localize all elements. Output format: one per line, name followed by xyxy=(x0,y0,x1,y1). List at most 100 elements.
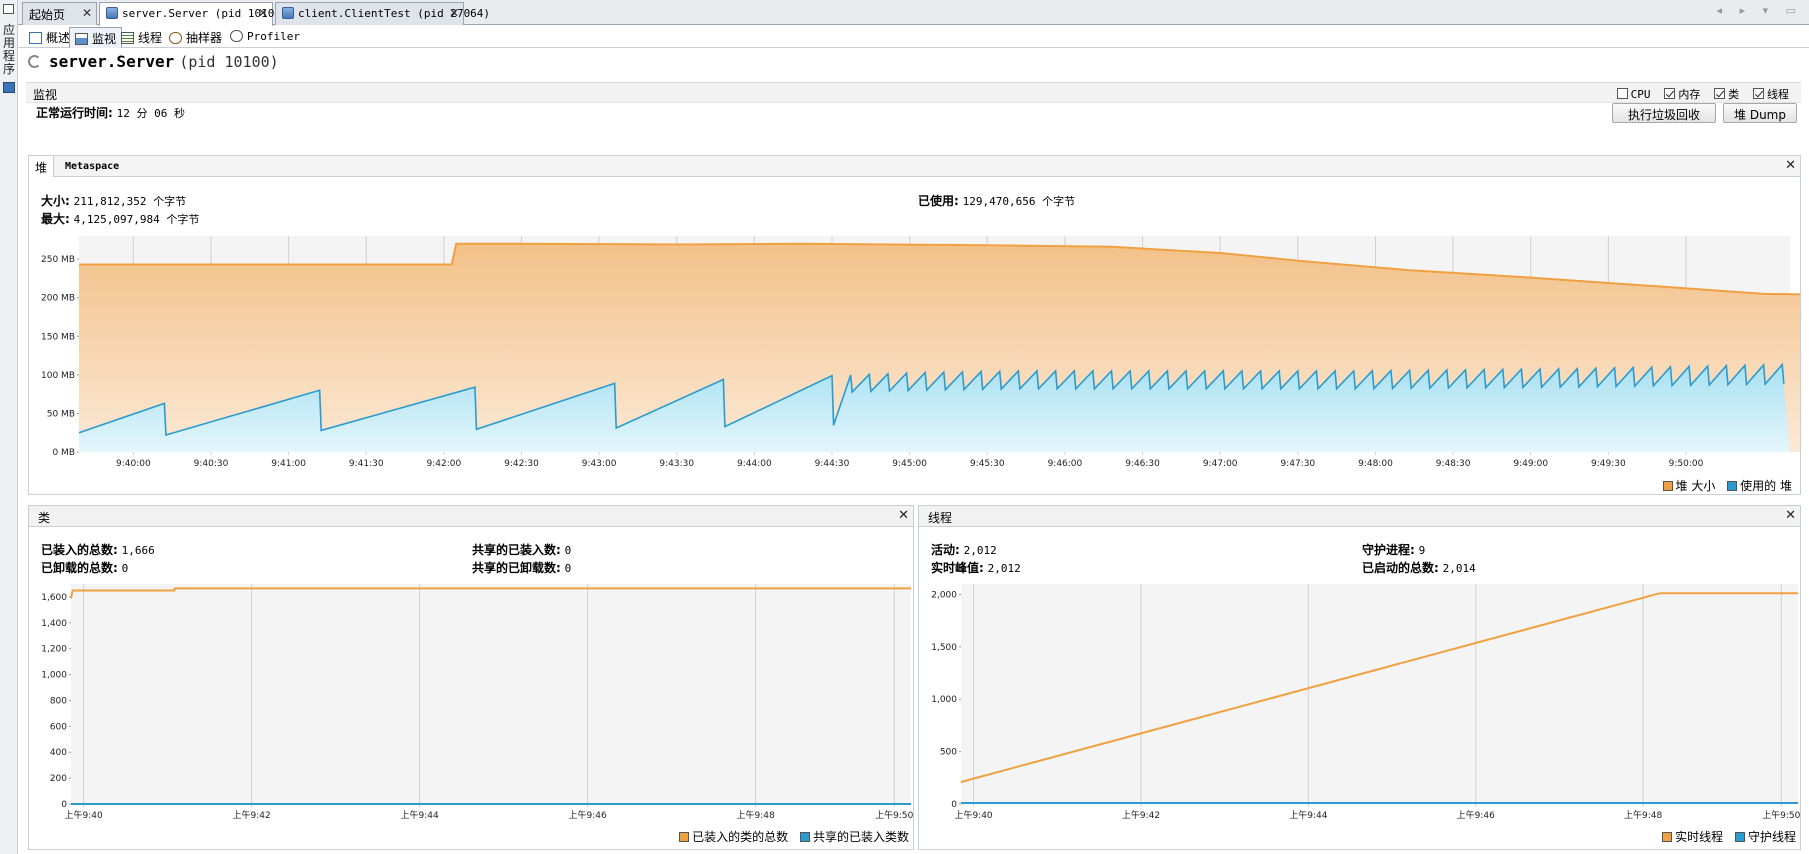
sampler-icon xyxy=(169,32,182,44)
tab-label: 抽样器 xyxy=(186,31,223,45)
y-tick-label: 1,000 xyxy=(41,671,67,681)
legend-label: 守护线程 xyxy=(1747,830,1796,844)
heap-used-line xyxy=(78,362,1785,437)
stat-label: 实时峰值: xyxy=(931,561,984,575)
threads-peak: 实时峰值: 2,012 xyxy=(931,559,1021,576)
applications-icon[interactable] xyxy=(3,82,15,93)
close-icon[interactable]: ✕ xyxy=(81,6,92,20)
checkbox-label: 内存 xyxy=(1678,88,1701,101)
tab-client[interactable]: client.ClientTest (pid 27064) ✕ xyxy=(275,2,490,25)
y-tick-label: 1,600 xyxy=(41,593,67,603)
close-icon[interactable]: ✕ xyxy=(1785,508,1796,523)
x-tick-label: 9:50:00 xyxy=(1669,459,1704,469)
stat-value: 2,012 xyxy=(963,544,997,557)
app-pid: (pid 10100) xyxy=(179,53,279,71)
x-tick-label: 9:44:00 xyxy=(737,459,772,469)
sidebar-applications-label[interactable]: 应用程序 xyxy=(2,23,15,76)
java-app-icon xyxy=(106,7,118,19)
y-tick-label: 200 xyxy=(50,774,67,784)
close-icon[interactable]: ✕ xyxy=(1785,158,1796,173)
stat-label: 最大: xyxy=(41,212,70,226)
x-tick-label: 9:42:00 xyxy=(427,459,462,469)
threads-started: 已启动的总数: 2,014 xyxy=(1362,559,1476,576)
uptime: 正常运行时间: 12 分 06 秒 xyxy=(36,104,185,121)
stat-label: 已启动的总数: xyxy=(1362,561,1439,575)
left-sidebar: 应用程序 xyxy=(0,0,18,854)
restore-window-icon[interactable] xyxy=(3,4,14,14)
stat-value: 2,012 xyxy=(987,562,1021,575)
tab-overview[interactable]: 概述 xyxy=(24,27,75,48)
y-tick-label: 600 xyxy=(50,722,67,732)
heap-chart: 9:40:00 9:40:30 9:41:00 9:41:30 9:42:00 9:42:… xyxy=(41,236,1800,469)
tab-metaspace[interactable]: Metaspace xyxy=(65,161,120,172)
heap-panel: 堆 Metaspace ✕ 大小: 211,812,352 个字节 最大: 4,… xyxy=(28,155,1801,495)
stat-label: 活动: xyxy=(931,543,960,557)
threads-icon xyxy=(121,32,134,44)
tab-monitor[interactable]: 监视 xyxy=(69,27,123,48)
heap-used: 已使用: 129,470,656 个字节 xyxy=(918,192,1075,209)
legend-label: 实时线程 xyxy=(1675,830,1724,844)
stat-label: 共享的已卸载数: xyxy=(472,561,561,575)
x-tick-label: 9:48:30 xyxy=(1436,459,1471,469)
document-tabbar: 起始页 ✕ server.Server (pid 10100) ✕ client… xyxy=(18,0,1809,26)
heap-size: 大小: 211,812,352 个字节 xyxy=(41,192,186,209)
tab-server[interactable]: server.Server (pid 10100) ✕ xyxy=(99,2,288,26)
classes-title: 类 xyxy=(38,511,51,525)
checkbox-threads[interactable]: 线程 xyxy=(1753,86,1789,102)
legend-swatch xyxy=(679,832,690,842)
gc-button[interactable]: 执行垃圾回收 xyxy=(1612,103,1716,123)
heap-dump-button[interactable]: 堆 Dump xyxy=(1723,103,1797,123)
threads-daemon: 守护进程: 9 xyxy=(1362,541,1425,558)
close-icon[interactable]: ✕ xyxy=(448,6,459,20)
x-tick-label: 上午9:46 xyxy=(1457,809,1495,821)
monitor-icon xyxy=(75,33,88,45)
y-tick-label: 250 MB xyxy=(41,255,75,265)
x-tick-label: 9:41:30 xyxy=(349,459,384,469)
legend-swatch xyxy=(799,832,810,842)
stat-label: 已装入的总数: xyxy=(41,543,118,557)
plot-area xyxy=(961,584,1798,804)
tab-sampler[interactable]: 抽样器 xyxy=(164,27,227,48)
x-tick-label: 9:43:30 xyxy=(659,459,694,469)
stat-label: 已使用: xyxy=(918,194,959,208)
tab-threads[interactable]: 线程 xyxy=(116,27,167,48)
threads-title: 线程 xyxy=(928,511,953,525)
tab-heap[interactable]: 堆 xyxy=(29,156,55,177)
tab-label: 监视 xyxy=(92,32,117,46)
tab-navigation-controls[interactable]: ◂ ▸ ▾ ▭ xyxy=(1716,4,1803,17)
tab-profiler[interactable]: Profiler xyxy=(225,27,305,48)
x-tick-label: 上午9:42 xyxy=(232,809,270,821)
stat-value: 0 xyxy=(564,544,572,557)
legend-swatch xyxy=(1662,481,1673,491)
close-icon[interactable]: ✕ xyxy=(257,6,268,20)
x-tick-label: 上午9:50 xyxy=(1762,809,1800,821)
stat-value: 2,014 xyxy=(1442,562,1476,575)
y-tick-label: 1,200 xyxy=(41,645,67,655)
y-tick-label: 100 MB xyxy=(41,371,75,381)
x-tick-label: 上午9:48 xyxy=(1624,809,1662,821)
classes-shared-unloaded: 共享的已卸载数: 0 xyxy=(472,559,571,576)
classes-unloaded: 已卸载的总数: 0 xyxy=(41,559,128,576)
tab-label: 起始页 xyxy=(29,8,66,22)
stat-value: 9 xyxy=(1418,544,1426,557)
checkbox-classes[interactable]: 类 xyxy=(1714,86,1739,102)
tab-start-page[interactable]: 起始页 ✕ xyxy=(22,2,97,25)
classes-chart: 上午9:40 上午9:42 上午9:44 上午9:46 上午9:48 上午9:50 0 200… xyxy=(41,584,913,821)
legend-label: 共享的已装入类数 xyxy=(812,830,909,844)
stat-label: 大小: xyxy=(41,194,70,208)
x-tick-label: 9:49:30 xyxy=(1591,459,1626,469)
checkbox-memory[interactable]: 内存 xyxy=(1664,86,1700,102)
legend-label: 使用的 堆 xyxy=(1740,479,1792,493)
x-tick-label: 上午9:44 xyxy=(400,809,438,821)
x-tick-label: 上午9:50 xyxy=(875,809,913,821)
y-tick-label: 800 xyxy=(50,696,67,706)
y-tick-label: 1,400 xyxy=(41,619,67,629)
checkbox-cpu[interactable]: CPU xyxy=(1616,88,1651,101)
stat-value: 0 xyxy=(121,562,129,575)
threads-panel: 线程 ✕ 活动: 2,012 实时峰值: 2,012 守护进程: 9 已启动的总… xyxy=(918,505,1801,850)
tab-label: Profiler xyxy=(247,30,300,43)
x-tick-label: 上午9:40 xyxy=(64,809,102,821)
y-tick-label: 150 MB xyxy=(41,332,75,342)
close-icon[interactable]: ✕ xyxy=(898,508,909,523)
profiler-icon xyxy=(230,30,243,42)
